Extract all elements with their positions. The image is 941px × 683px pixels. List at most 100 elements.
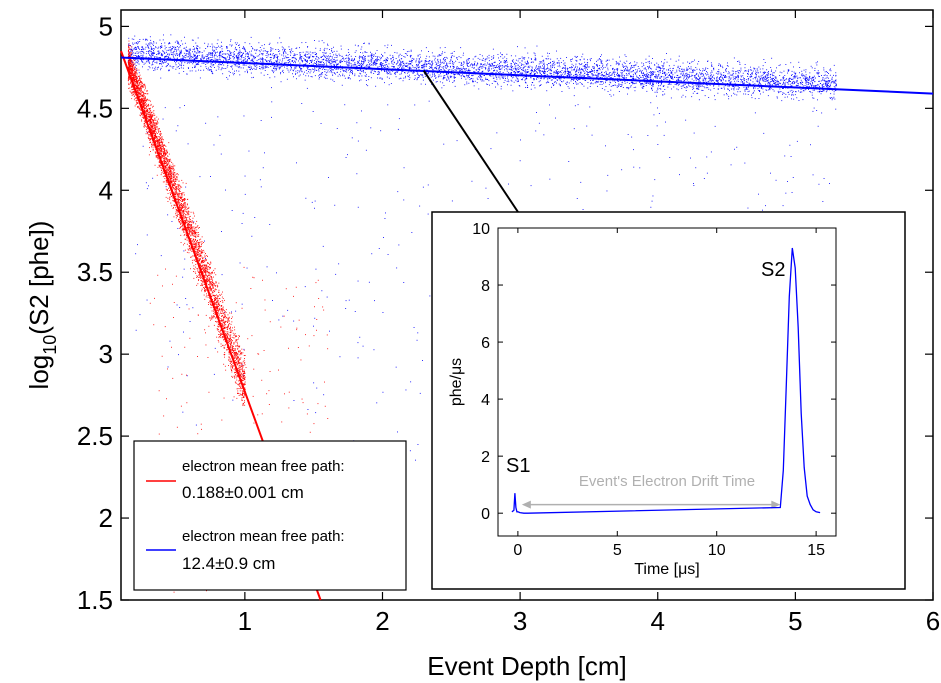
blue-point xyxy=(194,58,196,59)
blue-point xyxy=(243,47,245,49)
blue-point xyxy=(155,46,157,48)
blue-point xyxy=(573,78,575,80)
blue-point xyxy=(566,57,567,58)
blue-point xyxy=(527,71,529,73)
blue-point xyxy=(188,50,190,52)
blue-point xyxy=(790,77,792,79)
blue-point xyxy=(613,85,614,86)
blue-point xyxy=(661,76,663,77)
blue-point xyxy=(827,77,829,79)
blue-point xyxy=(284,50,286,52)
blue-point xyxy=(348,59,349,61)
blue-point xyxy=(516,69,518,71)
blue-point xyxy=(564,72,566,74)
blue-point xyxy=(640,83,642,84)
blue-point xyxy=(601,72,602,73)
blue-point xyxy=(411,61,413,63)
blue-point xyxy=(576,78,578,80)
blue-point xyxy=(377,56,379,57)
blue-point xyxy=(813,80,815,81)
blue-point xyxy=(817,86,819,88)
blue-point xyxy=(592,70,594,72)
blue-point xyxy=(331,56,333,58)
blue-point xyxy=(539,73,541,75)
blue-point xyxy=(617,62,618,64)
blue-point xyxy=(320,56,322,58)
blue-point xyxy=(208,58,210,60)
blue-point xyxy=(682,70,684,72)
blue-point xyxy=(760,88,762,89)
blue-point xyxy=(471,64,473,66)
blue-point xyxy=(738,88,739,90)
blue-point xyxy=(597,68,599,70)
blue-point xyxy=(682,85,684,87)
blue-point xyxy=(636,75,638,77)
blue-point xyxy=(574,55,576,57)
blue-point xyxy=(404,72,406,74)
blue-point xyxy=(539,85,540,87)
blue-point xyxy=(506,70,508,72)
blue-point xyxy=(642,88,644,89)
blue-point xyxy=(483,75,485,76)
blue-point xyxy=(805,69,807,71)
blue-point xyxy=(542,65,543,67)
blue-point xyxy=(466,63,468,64)
blue-point xyxy=(576,68,578,70)
blue-point xyxy=(803,90,805,92)
blue-point xyxy=(508,68,510,70)
blue-point xyxy=(589,76,591,78)
blue-point xyxy=(783,77,785,79)
blue-point xyxy=(652,89,653,91)
blue-point xyxy=(505,68,507,70)
blue-point xyxy=(757,88,759,90)
blue-point xyxy=(500,61,502,63)
blue-point xyxy=(368,64,370,65)
blue-point xyxy=(686,86,688,88)
blue-point xyxy=(459,74,461,76)
blue-point xyxy=(801,91,803,93)
blue-point xyxy=(259,51,261,53)
blue-point xyxy=(432,72,434,74)
blue-point xyxy=(337,63,339,65)
blue-point xyxy=(750,75,752,77)
blue-point xyxy=(379,66,381,68)
blue-point xyxy=(325,62,327,64)
blue-point xyxy=(495,75,497,76)
blue-point xyxy=(614,80,616,82)
blue-point xyxy=(516,71,518,72)
blue-point xyxy=(773,90,775,92)
blue-point xyxy=(743,83,745,84)
blue-point xyxy=(559,66,561,68)
blue-point xyxy=(348,52,350,53)
blue-point xyxy=(698,81,699,83)
blue-point xyxy=(399,64,400,66)
blue-point xyxy=(834,90,836,91)
blue-point xyxy=(307,46,309,47)
blue-point xyxy=(136,55,137,57)
blue-point xyxy=(656,92,658,93)
blue-point xyxy=(235,49,237,50)
blue-point xyxy=(817,72,818,74)
blue-point xyxy=(800,89,802,90)
blue-point xyxy=(714,82,715,83)
blue-point xyxy=(739,62,741,64)
blue-point xyxy=(762,80,764,82)
blue-point xyxy=(827,87,829,89)
blue-point xyxy=(687,68,689,70)
blue-point xyxy=(177,43,179,44)
blue-point xyxy=(734,76,736,78)
blue-point xyxy=(629,69,631,71)
blue-point xyxy=(537,67,539,69)
blue-point xyxy=(719,64,721,66)
blue-point xyxy=(718,85,720,87)
blue-point xyxy=(390,58,392,60)
blue-point xyxy=(727,88,728,90)
blue-point xyxy=(539,62,541,64)
blue-point xyxy=(244,71,246,73)
blue-point xyxy=(142,54,144,56)
blue-point xyxy=(815,86,817,88)
blue-point xyxy=(458,74,460,75)
blue-point xyxy=(682,73,684,75)
blue-point xyxy=(649,82,651,84)
blue-point xyxy=(331,49,332,51)
